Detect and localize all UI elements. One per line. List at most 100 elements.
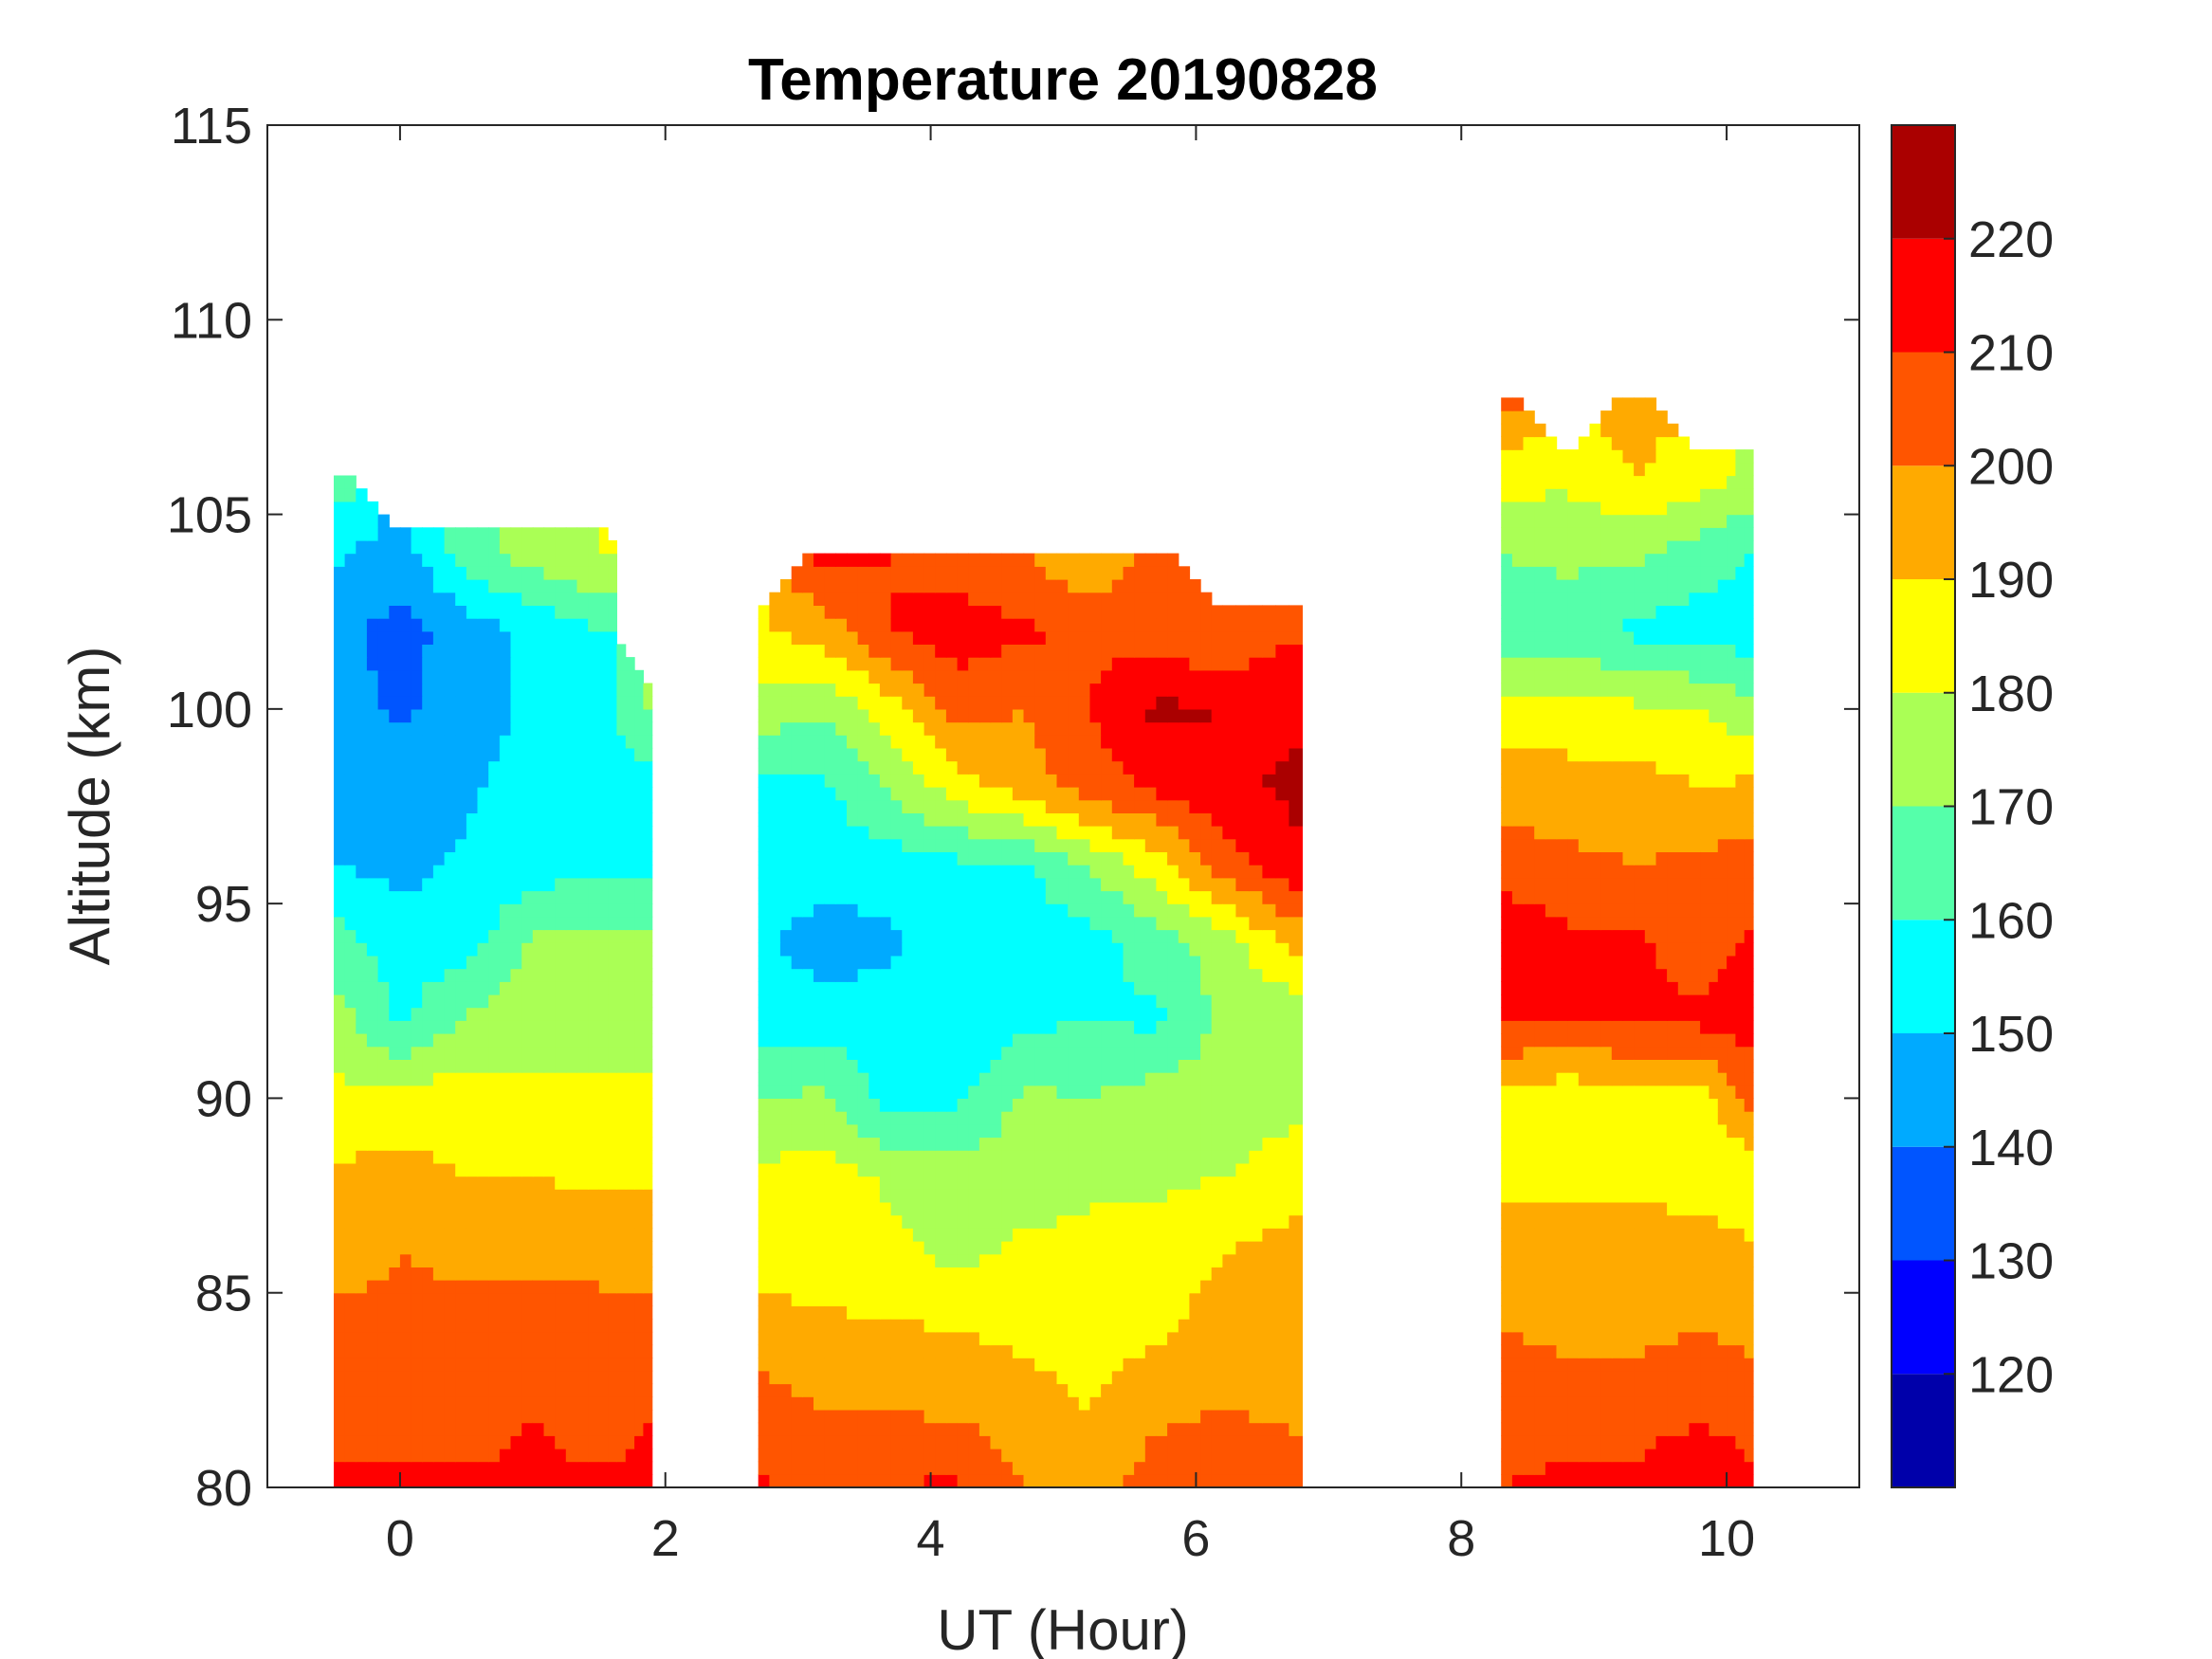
contour-cell xyxy=(1111,1214,1124,1229)
contour-cell xyxy=(769,1422,781,1436)
contour-cell xyxy=(466,1358,479,1372)
contour-cell xyxy=(411,683,423,697)
contour-cell xyxy=(1262,1162,1276,1177)
contour-cell xyxy=(868,774,881,788)
contour-cell xyxy=(935,968,947,982)
contour-cell xyxy=(758,1046,770,1060)
contour-cell xyxy=(598,1448,609,1463)
contour-cell xyxy=(608,696,617,710)
contour-cell xyxy=(1001,877,1014,892)
contour-cell xyxy=(543,851,556,866)
contour-cell xyxy=(879,981,892,995)
contour-cell xyxy=(814,747,826,762)
contour-cell xyxy=(608,1072,617,1086)
contour-cell xyxy=(634,1033,644,1048)
contour-cell xyxy=(1056,1319,1069,1333)
contour-cell xyxy=(902,1280,914,1294)
contour-cell xyxy=(634,696,644,710)
contour-cell xyxy=(377,644,390,658)
contour-cell xyxy=(1189,1448,1201,1463)
contour-cell xyxy=(1134,851,1146,866)
contour-cell xyxy=(1222,1189,1236,1203)
contour-cell xyxy=(868,735,881,749)
contour-cell xyxy=(1034,826,1047,840)
contour-cell xyxy=(857,1085,869,1099)
contour-cell xyxy=(824,955,836,970)
contour-cell xyxy=(399,1214,412,1229)
contour-cell xyxy=(990,994,1002,1009)
contour-cell xyxy=(1144,1123,1158,1139)
contour-cell xyxy=(543,1072,556,1086)
contour-cell xyxy=(377,696,390,710)
contour-cell xyxy=(868,981,881,995)
contour-cell xyxy=(1167,1241,1179,1255)
contour-cell xyxy=(824,1331,836,1346)
contour-cell xyxy=(477,657,489,671)
contour-cell xyxy=(957,1422,969,1436)
contour-cell xyxy=(411,527,423,541)
contour-cell xyxy=(1123,1305,1135,1320)
contour-cell xyxy=(1144,1267,1158,1281)
contour-cell xyxy=(444,1007,456,1021)
contour-cell xyxy=(510,1396,522,1411)
contour-cell xyxy=(1262,1033,1276,1048)
contour-cell xyxy=(1078,1059,1091,1073)
contour-cell xyxy=(1211,1370,1223,1385)
contour-cell xyxy=(598,1020,609,1034)
contour-cell xyxy=(868,1280,881,1294)
contour-cell xyxy=(1111,916,1124,931)
contour-cell xyxy=(1134,1123,1146,1139)
contour-cell xyxy=(990,1033,1002,1048)
contour-cell xyxy=(1056,1033,1069,1048)
contour-cell xyxy=(543,1150,556,1164)
contour-cell xyxy=(588,592,600,606)
contour-cell xyxy=(978,1305,992,1320)
contour-cell xyxy=(466,1448,479,1463)
contour-cell xyxy=(444,605,456,619)
contour-cell xyxy=(1078,1111,1091,1125)
contour-cell xyxy=(847,1085,859,1099)
contour-cell xyxy=(1111,826,1124,840)
contour-cell xyxy=(1178,1007,1191,1021)
contour-cell xyxy=(1089,838,1102,852)
contour-cell xyxy=(634,760,644,775)
contour-cell xyxy=(902,877,914,892)
contour-cell xyxy=(532,1201,545,1216)
contour-cell xyxy=(945,1396,959,1411)
contour-cell xyxy=(968,929,980,943)
contour-cell xyxy=(1111,981,1124,995)
contour-cell xyxy=(588,1085,600,1099)
contour-cell xyxy=(608,1123,617,1139)
contour-cell xyxy=(1222,1344,1236,1358)
contour-cell xyxy=(366,1292,379,1306)
contour-cell xyxy=(432,1162,446,1177)
contour-cell xyxy=(802,955,814,970)
contour-cell xyxy=(1235,1020,1250,1034)
contour-cell xyxy=(1068,1085,1080,1099)
contour-cell xyxy=(968,1319,980,1333)
contour-cell xyxy=(588,605,600,619)
contour-cell xyxy=(879,851,892,866)
contour-cell xyxy=(532,1072,545,1086)
contour-cell xyxy=(444,787,456,801)
contour-cell xyxy=(1111,1241,1124,1255)
contour-cell xyxy=(824,1358,836,1372)
contour-cell xyxy=(1034,1098,1047,1112)
contour-cell xyxy=(1235,1370,1250,1385)
contour-cell xyxy=(555,1474,567,1488)
contour-cell xyxy=(625,1241,635,1255)
contour-cell xyxy=(1235,1474,1250,1488)
contour-cell xyxy=(616,812,627,827)
contour-cell xyxy=(499,1046,512,1060)
contour-cell xyxy=(543,1098,556,1112)
contour-cell xyxy=(1134,721,1146,736)
contour-cell xyxy=(608,1033,617,1048)
contour-cell xyxy=(1001,1319,1014,1333)
contour-cell xyxy=(377,566,390,580)
contour-cell xyxy=(432,683,446,697)
contour-cell xyxy=(1262,826,1276,840)
contour-cell xyxy=(510,1358,522,1372)
contour-cell xyxy=(356,865,368,879)
contour-cell xyxy=(835,1396,848,1411)
contour-cell xyxy=(1178,1033,1191,1048)
